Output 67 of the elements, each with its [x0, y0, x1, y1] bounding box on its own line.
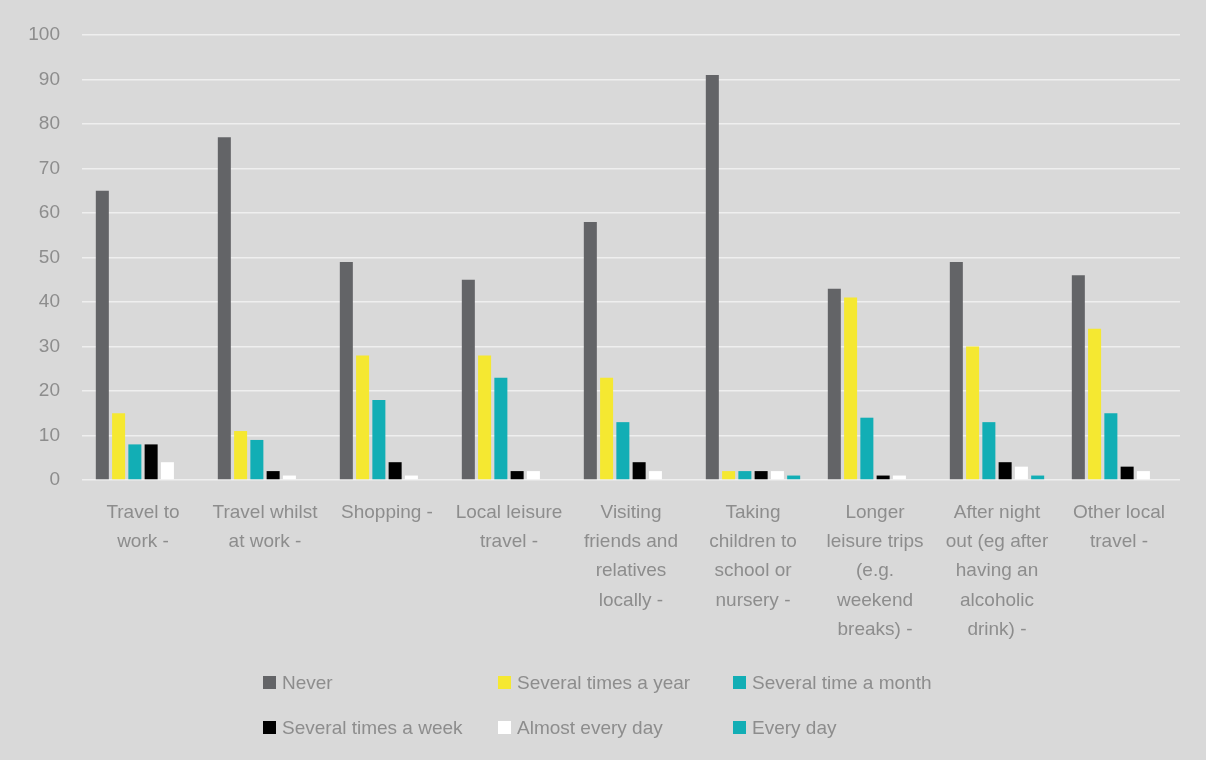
x-tick-label: Travel to work -	[106, 500, 180, 552]
y-tick-label: 0	[49, 468, 60, 490]
bar	[1136, 471, 1150, 480]
x-tick-label: Local leisure travel -	[455, 500, 563, 552]
y-tick-label: 70	[38, 156, 60, 178]
bar	[1014, 466, 1028, 480]
bar	[461, 279, 475, 480]
bar	[738, 471, 752, 480]
bar	[478, 355, 492, 480]
bar	[339, 261, 353, 480]
x-tick-label: Taking children to school or nursery -	[709, 500, 797, 610]
y-tick-label: 100	[28, 23, 60, 45]
legend-label: Never	[282, 671, 333, 694]
legend-label: Almost every day	[517, 716, 663, 739]
x-tick-label: Travel whilst at work -	[212, 500, 319, 552]
y-tick-label: 60	[38, 201, 60, 223]
bar	[583, 221, 597, 480]
y-tick-label: 30	[38, 334, 60, 356]
y-tick-label: 40	[38, 290, 60, 312]
bar	[705, 75, 719, 480]
x-tick-label: Shopping -	[341, 500, 433, 522]
x-tick-label: Longer leisure trips (e.g. weekend breaks) -	[826, 500, 924, 639]
bar	[860, 417, 874, 480]
bar	[266, 471, 280, 480]
y-tick-label: 20	[38, 379, 60, 401]
bar	[1104, 413, 1118, 480]
bar	[722, 471, 736, 480]
bar	[600, 377, 614, 480]
bar	[372, 399, 386, 480]
bar	[966, 346, 980, 480]
bar	[526, 471, 540, 480]
bar	[949, 261, 963, 480]
bar	[510, 471, 524, 480]
bar	[388, 462, 402, 480]
bar	[1120, 466, 1134, 480]
bar	[160, 462, 174, 480]
bar	[754, 471, 768, 480]
legend-label: Every day	[752, 716, 837, 739]
legend-label: Several time a month	[752, 671, 932, 694]
y-tick-label: 10	[38, 423, 60, 445]
bar	[770, 471, 784, 480]
bar	[128, 444, 142, 480]
y-tick-label: 80	[38, 112, 60, 134]
bar	[648, 471, 662, 480]
bar	[95, 190, 109, 480]
y-tick-label: 50	[38, 245, 60, 267]
bar	[1071, 275, 1085, 480]
x-tick-label: Other local travel -	[1073, 500, 1165, 552]
bar	[250, 439, 264, 480]
bar	[632, 462, 646, 480]
bar	[217, 137, 231, 480]
bar	[998, 462, 1012, 480]
x-tick-label: After night out (eg after having an alcoholic drink) -	[945, 500, 1049, 639]
bar	[844, 297, 858, 480]
bar	[982, 422, 996, 480]
bar	[1088, 328, 1102, 480]
bar	[827, 288, 841, 480]
bar	[112, 413, 126, 480]
bar	[356, 355, 370, 480]
y-tick-label: 90	[38, 67, 60, 89]
legend-label: Several times a year	[517, 671, 691, 694]
bar	[234, 431, 248, 480]
legend-label: Several times a week	[282, 716, 463, 739]
bar	[616, 422, 630, 480]
bar	[494, 377, 508, 480]
bar	[144, 444, 158, 480]
x-tick-label: Visiting friends and relatives locally -	[583, 500, 679, 610]
